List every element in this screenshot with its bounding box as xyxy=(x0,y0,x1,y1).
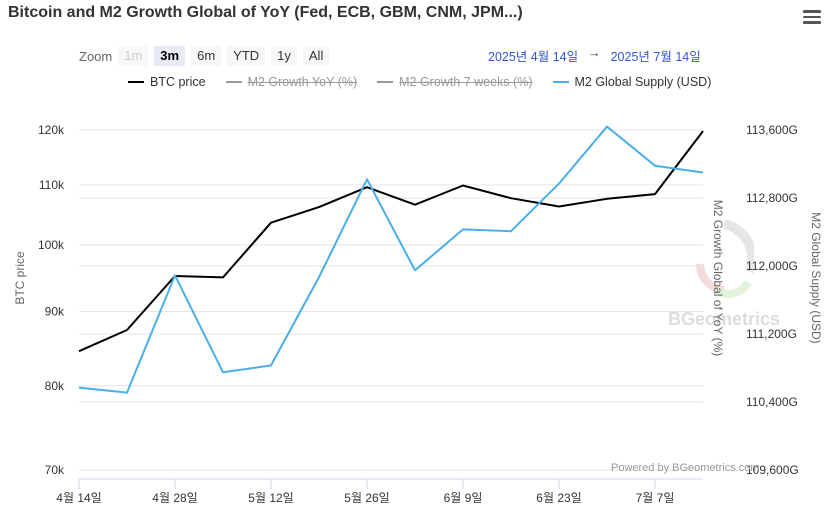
zoom-button-3m[interactable]: 3m xyxy=(154,46,186,66)
x-tick-label: 6월 9일 xyxy=(444,491,483,505)
zoom-button-all[interactable]: All xyxy=(302,46,330,66)
y-left-tick-label: 110k xyxy=(39,178,65,192)
x-tick-label: 4월 14일 xyxy=(56,491,101,505)
series-line-m2-global-supply-usd xyxy=(78,125,704,394)
range-to-input[interactable]: 2025년 7월 14일 xyxy=(610,50,701,64)
legend-line-icon xyxy=(225,81,242,83)
chart-title: Bitcoin and M2 Growth Global of YoY (Fed… xyxy=(8,4,523,21)
y-right-tick-label: 113,600G xyxy=(746,123,798,137)
y-right-tick-label: 112,800G xyxy=(746,191,798,205)
legend-label: M2 Growth 7 weeks (%) xyxy=(399,75,533,89)
legend-line-icon xyxy=(552,81,569,83)
chart-legend: BTC price M2 Growth YoY (%) M2 Growth 7 … xyxy=(128,75,731,89)
y-right-tick-label: 111,200G xyxy=(746,327,797,341)
y-left-tick-label: 70k xyxy=(45,463,65,477)
date-range: 2025년 4월 14일 → 2025년 7월 14일 xyxy=(488,46,701,65)
legend-line-icon xyxy=(128,81,144,83)
legend-item-m2-growth-yoy[interactable]: M2 Growth YoY (%) xyxy=(225,75,358,89)
legend-line-icon xyxy=(377,81,394,83)
y-right-inner-axis-title: M2 Growth Global of YoY (%) xyxy=(711,200,725,357)
legend-label: M2 Growth YoY (%) xyxy=(247,75,358,89)
x-tick-label: 6월 23일 xyxy=(536,491,581,505)
zoom-label: Zoom xyxy=(79,48,113,64)
legend-item-m2-growth-7-weeks[interactable]: M2 Growth 7 weeks (%) xyxy=(377,75,533,89)
zoom-button-1y[interactable]: 1y xyxy=(271,46,297,66)
zoom-button-1m[interactable]: 1m xyxy=(118,46,149,66)
hamburger-menu-icon[interactable] xyxy=(803,10,821,24)
zoom-button-ytd[interactable]: YTD xyxy=(227,46,266,66)
legend-label: M2 Global Supply (USD) xyxy=(574,75,712,89)
x-tick-label: 5월 26일 xyxy=(344,491,389,505)
y-right-tick-label: 109,600G xyxy=(746,463,799,477)
y-right-axis-title: M2 Global Supply (USD) xyxy=(809,212,823,343)
range-arrow: → xyxy=(588,46,601,60)
x-tick-label: 7월 7일 xyxy=(636,491,675,505)
y-right-tick-label: 110,400G xyxy=(746,395,798,409)
zoom-selector: Zoom 1m 3m 6m YTD 1y All xyxy=(79,45,335,67)
bgeometrics-logo-icon xyxy=(695,220,754,298)
x-tick-label: 5월 12일 xyxy=(248,491,293,505)
legend-item-btc-price[interactable]: BTC price xyxy=(128,75,206,89)
legend-item-m2-global-supply[interactable]: M2 Global Supply (USD) xyxy=(552,75,712,89)
zoom-button-6m[interactable]: 6m xyxy=(191,46,222,66)
y-left-tick-label: 80k xyxy=(45,379,65,393)
y-left-axis-title: BTC price xyxy=(13,251,27,305)
y-left-tick-label: 100k xyxy=(38,238,65,252)
watermark-text: BGeometrics xyxy=(668,309,781,329)
range-from-input[interactable]: 2025년 4월 14일 xyxy=(488,50,579,64)
y-left-tick-label: 120k xyxy=(38,123,65,137)
y-left-tick-label: 90k xyxy=(45,304,65,318)
x-tick-label: 4월 28일 xyxy=(152,491,197,505)
credits-link[interactable]: Powered by BGeometrics.com xyxy=(611,462,760,474)
legend-label: BTC price xyxy=(150,75,206,89)
y-right-tick-label: 112,000G xyxy=(746,259,798,273)
series-line-btc-price xyxy=(78,130,704,353)
